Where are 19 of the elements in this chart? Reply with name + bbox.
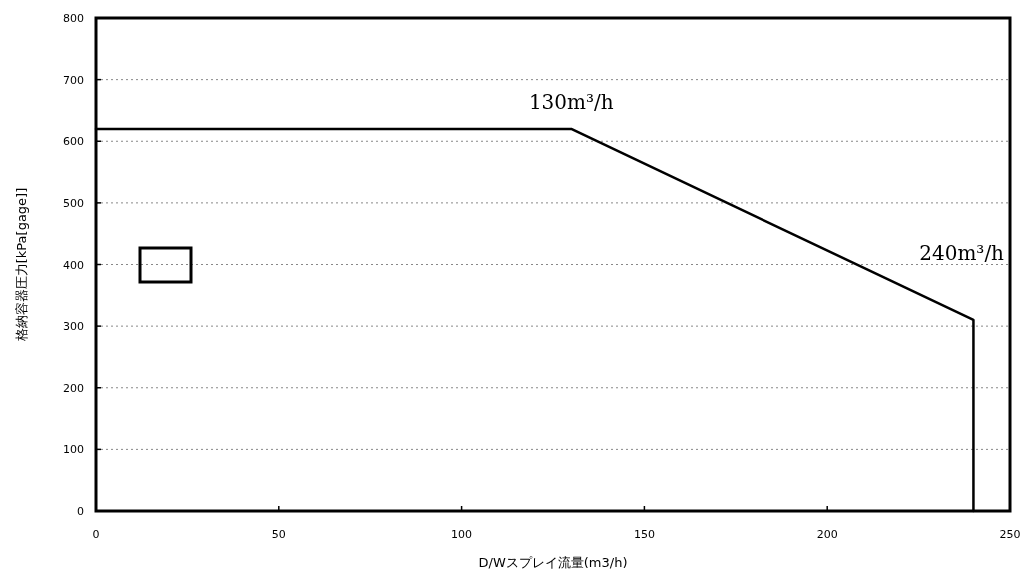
x-tick-label: 250	[999, 528, 1021, 541]
y-tick-label: 700	[63, 73, 84, 87]
y-axis-title: 格納容器圧力[kPa[gage]]	[14, 187, 29, 343]
x-tick-label: 0	[92, 528, 100, 541]
y-tick-label: 0	[77, 505, 84, 518]
annotation: 240m³/h	[919, 240, 1005, 265]
annotation: 130m³/h	[528, 89, 614, 114]
x-tick-label: 50	[271, 528, 286, 541]
y-tick-label: 300	[63, 320, 84, 334]
y-tick-label: 600	[63, 135, 84, 149]
x-tick-label: 200	[816, 528, 838, 541]
x-axis-title: D/Wスプレイ流量(m3/h)	[478, 555, 628, 570]
y-tick-label: 100	[63, 443, 84, 457]
y-tick-label: 200	[63, 381, 84, 395]
y-tick-label: 400	[63, 258, 84, 272]
x-tick-label: 150	[633, 528, 655, 541]
y-tick-label: 500	[63, 196, 84, 210]
y-tick-label: 800	[63, 12, 84, 25]
x-tick-label: 100	[451, 528, 473, 541]
